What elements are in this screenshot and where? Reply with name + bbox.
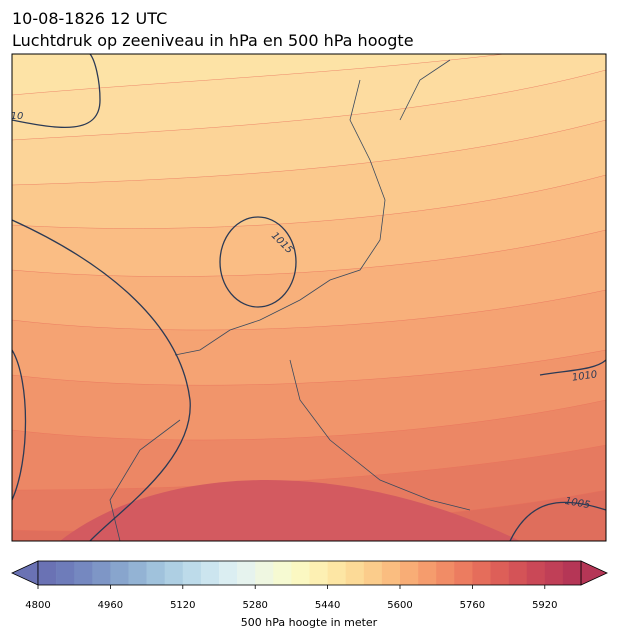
colorbar-segment	[291, 561, 310, 585]
colorbar-segment	[146, 561, 165, 585]
colorbar-segment	[273, 561, 292, 585]
colorbar-segment	[327, 561, 346, 585]
colorbar-segment	[164, 561, 184, 585]
colorbar-segment	[381, 561, 401, 585]
colorbar-tick-label: 5120	[170, 600, 195, 611]
colorbar-segment	[472, 561, 491, 585]
colorbar-tick-label: 5920	[532, 600, 557, 611]
colorbar-segment	[74, 561, 93, 585]
colorbar-segment	[38, 561, 57, 585]
colorbar-segment	[508, 561, 527, 585]
colorbar-extend	[580, 560, 608, 586]
colorbar-tick-label: 5440	[315, 600, 340, 611]
colorbar-segment	[219, 561, 238, 585]
isobar	[509, 501, 606, 541]
colorbar-tick-label: 5760	[460, 600, 485, 611]
colorbar-segment	[562, 561, 582, 585]
contour-label: 10	[11, 111, 24, 122]
contour-label: 1010	[571, 369, 598, 383]
colorbar-tick-label: 5280	[242, 600, 267, 611]
colorbar-segment	[490, 561, 509, 585]
colorbar-segment	[110, 561, 129, 585]
colorbar-label: 500 hPa hoogte in meter	[241, 616, 378, 629]
colorbar-segment	[92, 561, 111, 585]
colorbar-segment	[363, 561, 383, 585]
colorbar-segment	[128, 561, 147, 585]
colorbar-frame	[37, 560, 582, 586]
map-band	[60, 480, 520, 541]
colorbar-segment	[255, 561, 274, 585]
isobar	[12, 219, 191, 541]
title-line-2: Luchtdruk op zeeniveau in hPa en 500 hPa…	[12, 31, 414, 50]
colorbar-segment	[436, 561, 455, 585]
isobar	[539, 359, 606, 376]
colorbar-extend	[11, 560, 39, 586]
title-line-1: 10-08-1826 12 UTC	[12, 9, 167, 28]
colorbar-tick-label: 4800	[25, 600, 50, 611]
colorbar-segment	[418, 561, 437, 585]
isobar	[12, 54, 101, 129]
colorbar-segment	[200, 561, 220, 585]
isobar	[12, 349, 27, 501]
colorbar-segment	[56, 561, 75, 585]
colorbar-segment	[309, 561, 328, 585]
colorbar-segment	[182, 561, 202, 585]
colorbar-segment	[345, 561, 365, 585]
colorbar-segment	[237, 561, 256, 585]
coastline	[109, 59, 471, 541]
colorbar-segment	[454, 561, 473, 585]
colorbar-tick-label: 4960	[98, 600, 123, 611]
colorbar: 4800 4960 5120 5280 5440 5600 5760 5920 500 hPa …	[11, 560, 608, 629]
contour-label: 1005	[564, 496, 591, 511]
colorbar-segment	[400, 561, 419, 585]
colorbar-segment	[544, 561, 564, 585]
map-frame	[11, 53, 607, 542]
isobar	[219, 216, 297, 308]
colorbar-segment	[526, 561, 546, 585]
colorbar-tick-label: 5600	[387, 600, 412, 611]
